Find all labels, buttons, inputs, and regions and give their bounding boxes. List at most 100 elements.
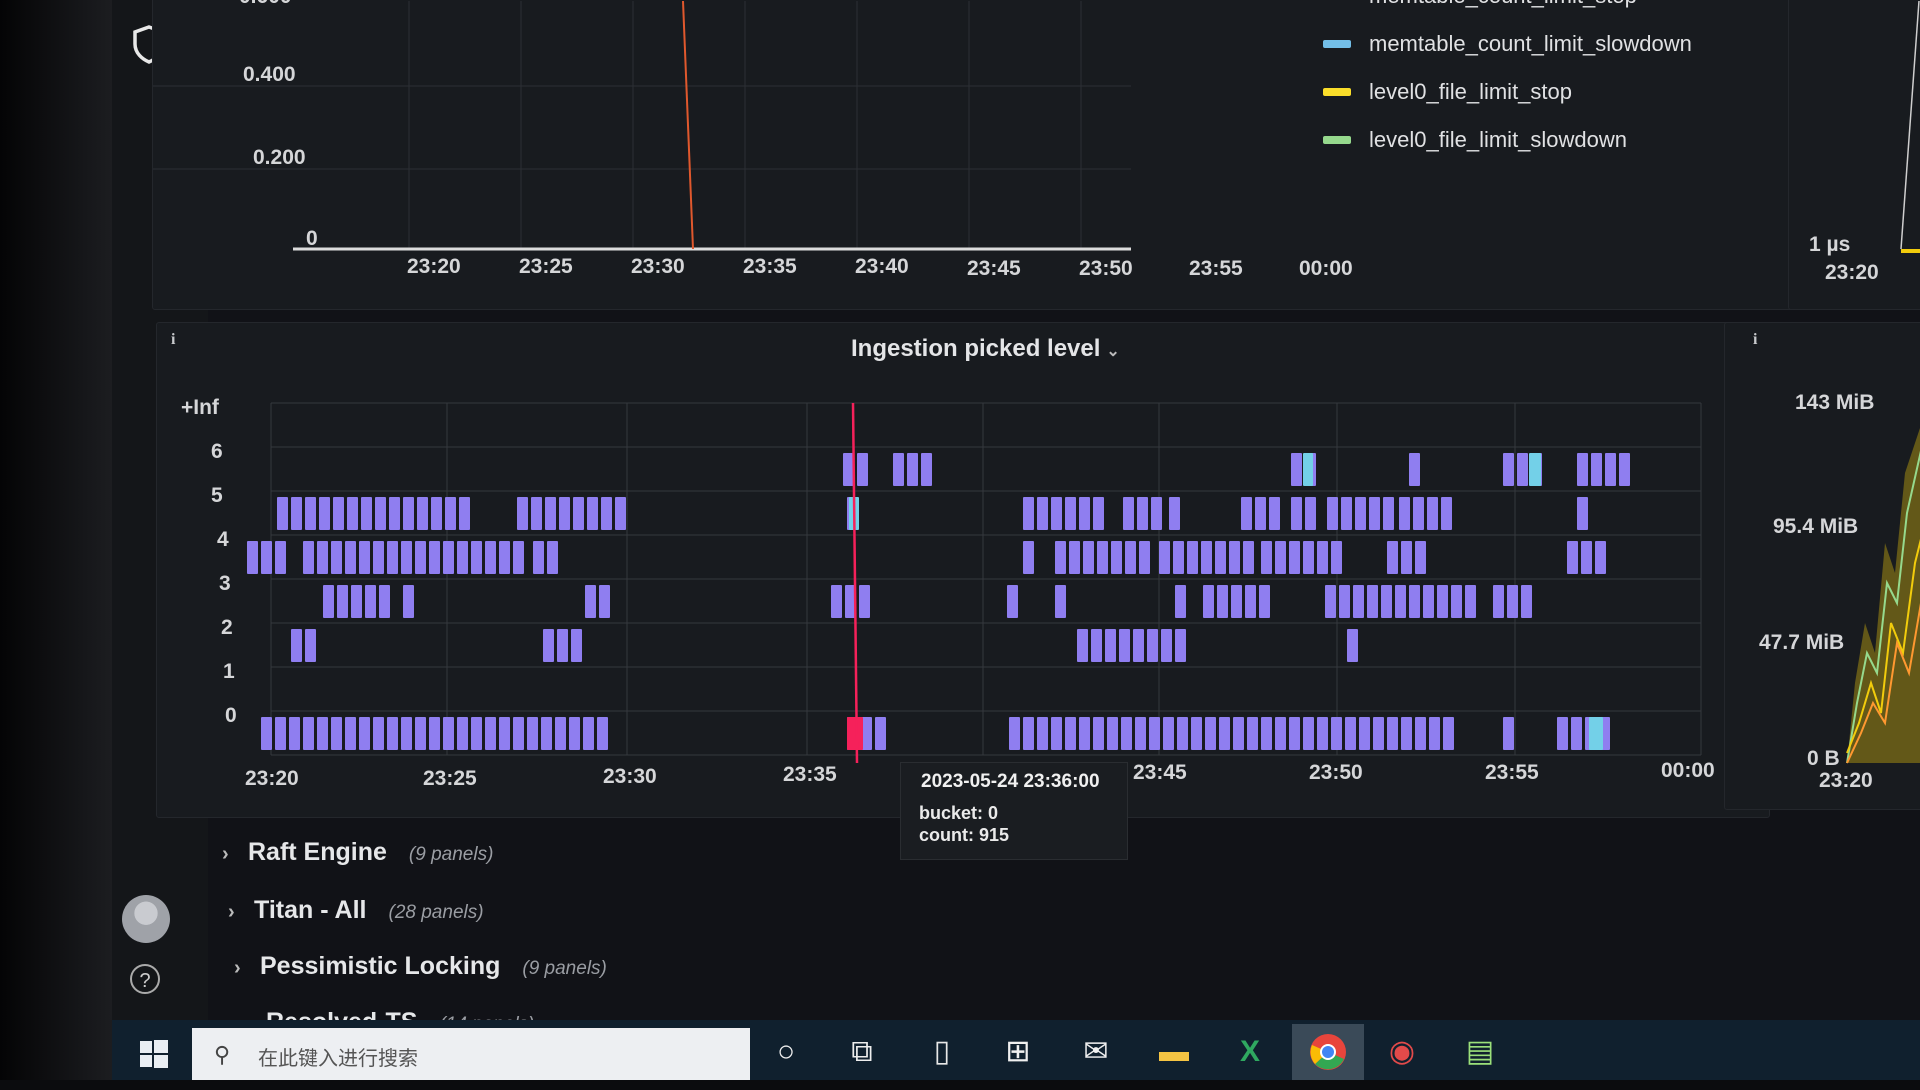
heatmap-cell bbox=[1161, 629, 1172, 662]
x-tick-label: 23:25 bbox=[519, 255, 573, 278]
search-icon: ⚲ bbox=[214, 1042, 231, 1067]
heatmap-cell bbox=[533, 541, 544, 574]
heatmap-cell bbox=[1163, 717, 1174, 750]
heatmap-cell bbox=[1577, 453, 1588, 486]
heatmap-cell bbox=[1381, 585, 1392, 618]
heatmap-cell bbox=[319, 497, 330, 530]
top-graph-grid bbox=[153, 1, 1131, 249]
heatmap-cell bbox=[331, 541, 342, 574]
heatmap-cell bbox=[261, 541, 272, 574]
y-tick-label: 47.7 MiB bbox=[1759, 631, 1845, 654]
excel-icon[interactable]: X bbox=[1239, 1035, 1260, 1068]
heatmap-cell bbox=[1577, 497, 1588, 530]
heatmap-cell bbox=[857, 453, 868, 486]
heatmap-cell bbox=[1205, 717, 1216, 750]
heatmap-cell bbox=[361, 497, 372, 530]
taskbar-search-box[interactable]: ⚲ 在此键入进行搜索 bbox=[192, 1028, 750, 1080]
heatmap-cell bbox=[1065, 717, 1076, 750]
heatmap-cell bbox=[1233, 717, 1244, 750]
heatmap-cell bbox=[443, 717, 454, 750]
heatmap-cell bbox=[403, 497, 414, 530]
heatmap-cell bbox=[513, 717, 524, 750]
user-avatar-icon[interactable] bbox=[122, 895, 170, 943]
chevron-down-icon: ⌄ bbox=[1106, 343, 1120, 360]
heatmap-cell bbox=[1147, 629, 1158, 662]
y-tick-label: 143 MiB bbox=[1795, 391, 1875, 414]
heatmap-cell bbox=[1245, 585, 1256, 618]
heatmap-cell bbox=[1503, 717, 1514, 750]
heatmap-cell bbox=[1303, 541, 1314, 574]
heatmap-cell bbox=[1605, 453, 1616, 486]
heatmap-cell bbox=[1291, 453, 1302, 486]
heatmap-cell bbox=[531, 497, 542, 530]
notepad-icon[interactable]: ▤ bbox=[1465, 1035, 1495, 1068]
heatmap-tooltip: 2023-05-24 23:36:00 bucket: 0 count: 915 bbox=[900, 762, 1128, 860]
y-tick-label: 1 µs bbox=[1809, 233, 1851, 256]
heatmap-cell bbox=[1567, 541, 1578, 574]
chrome-icon[interactable] bbox=[1292, 1024, 1364, 1080]
heatmap-cell bbox=[1055, 585, 1066, 618]
heatmap-cell bbox=[365, 585, 376, 618]
x-tick-label: 23:35 bbox=[783, 763, 837, 786]
x-tick-label: 23:25 bbox=[423, 767, 477, 790]
heatmap-cell bbox=[351, 585, 362, 618]
info-icon[interactable]: i bbox=[1753, 331, 1758, 348]
x-tick-label: 23:45 bbox=[1133, 761, 1187, 784]
panel-title[interactable]: Ingestion picked level ⌄ bbox=[851, 335, 1120, 362]
info-icon[interactable]: i bbox=[171, 331, 176, 348]
heatmap-cell bbox=[587, 497, 598, 530]
dashboard-row-pessimistic-locking[interactable]: › Pessimistic Locking (9 panels) bbox=[234, 952, 607, 980]
heatmap-cell bbox=[1493, 585, 1504, 618]
help-icon[interactable]: ? bbox=[130, 964, 160, 994]
file-icon[interactable]: ▯ bbox=[933, 1035, 951, 1068]
heatmap-cell bbox=[347, 497, 358, 530]
heatmap-cell bbox=[615, 497, 626, 530]
file-explorer-icon[interactable]: ▬ bbox=[1159, 1035, 1189, 1068]
top-right-panel: 1 µs 23:20 bbox=[1788, 0, 1920, 310]
heatmap-cell bbox=[499, 717, 510, 750]
heatmap-cell-highlight bbox=[1589, 717, 1603, 750]
heatmap-cell bbox=[337, 585, 348, 618]
cortana-icon[interactable]: ○ bbox=[776, 1035, 796, 1068]
heatmap-cell bbox=[555, 717, 566, 750]
heatmap-cell bbox=[859, 585, 870, 618]
x-tick-label: 23:30 bbox=[603, 765, 657, 788]
heatmap-cell bbox=[1619, 453, 1630, 486]
heatmap-cell bbox=[1247, 717, 1258, 750]
heatmap-cell bbox=[317, 541, 328, 574]
dashboard-row-titan-all[interactable]: › Titan - All (28 panels) bbox=[228, 896, 484, 924]
snail-app-icon[interactable]: ◉ bbox=[1388, 1035, 1416, 1068]
heatmap-cell bbox=[601, 497, 612, 530]
heatmap-cell bbox=[373, 541, 384, 574]
legend-swatch bbox=[1323, 88, 1351, 96]
heatmap-cell bbox=[585, 585, 596, 618]
heatmap-cell bbox=[1065, 497, 1076, 530]
y-tick-label: 0.200 bbox=[253, 146, 306, 169]
store-icon[interactable]: ⊞ bbox=[1005, 1035, 1031, 1068]
heatmap-cell bbox=[305, 629, 316, 662]
dashboard-row-raft-engine[interactable]: › Raft Engine (9 panels) bbox=[222, 838, 494, 866]
heatmap-cell bbox=[1401, 541, 1412, 574]
heatmap-cell bbox=[1451, 585, 1462, 618]
heatmap-cell bbox=[1201, 541, 1212, 574]
heatmap-cell bbox=[1275, 541, 1286, 574]
heatmap-cell bbox=[1037, 717, 1048, 750]
windows-start-icon[interactable] bbox=[138, 1038, 170, 1070]
y-tick-label: 4 bbox=[217, 528, 229, 551]
heatmap-cell bbox=[1169, 497, 1180, 530]
heatmap-cell bbox=[247, 541, 258, 574]
chevron-right-icon: › bbox=[222, 843, 229, 865]
heatmap-cell bbox=[1175, 585, 1186, 618]
heatmap-cell bbox=[1007, 585, 1018, 618]
heatmap-cell bbox=[1135, 717, 1146, 750]
legend-swatch bbox=[1323, 40, 1351, 48]
heatmap-cell bbox=[583, 717, 594, 750]
mail-icon[interactable]: ✉ bbox=[1083, 1035, 1109, 1068]
heatmap-cell bbox=[331, 717, 342, 750]
heatmap-cell bbox=[1395, 585, 1406, 618]
heatmap-plot[interactable] bbox=[157, 323, 1769, 817]
heatmap-cell bbox=[1521, 585, 1532, 618]
task-view-icon[interactable]: ⧉ bbox=[851, 1035, 873, 1068]
heatmap-cell bbox=[389, 497, 400, 530]
heatmap-cell bbox=[599, 585, 610, 618]
